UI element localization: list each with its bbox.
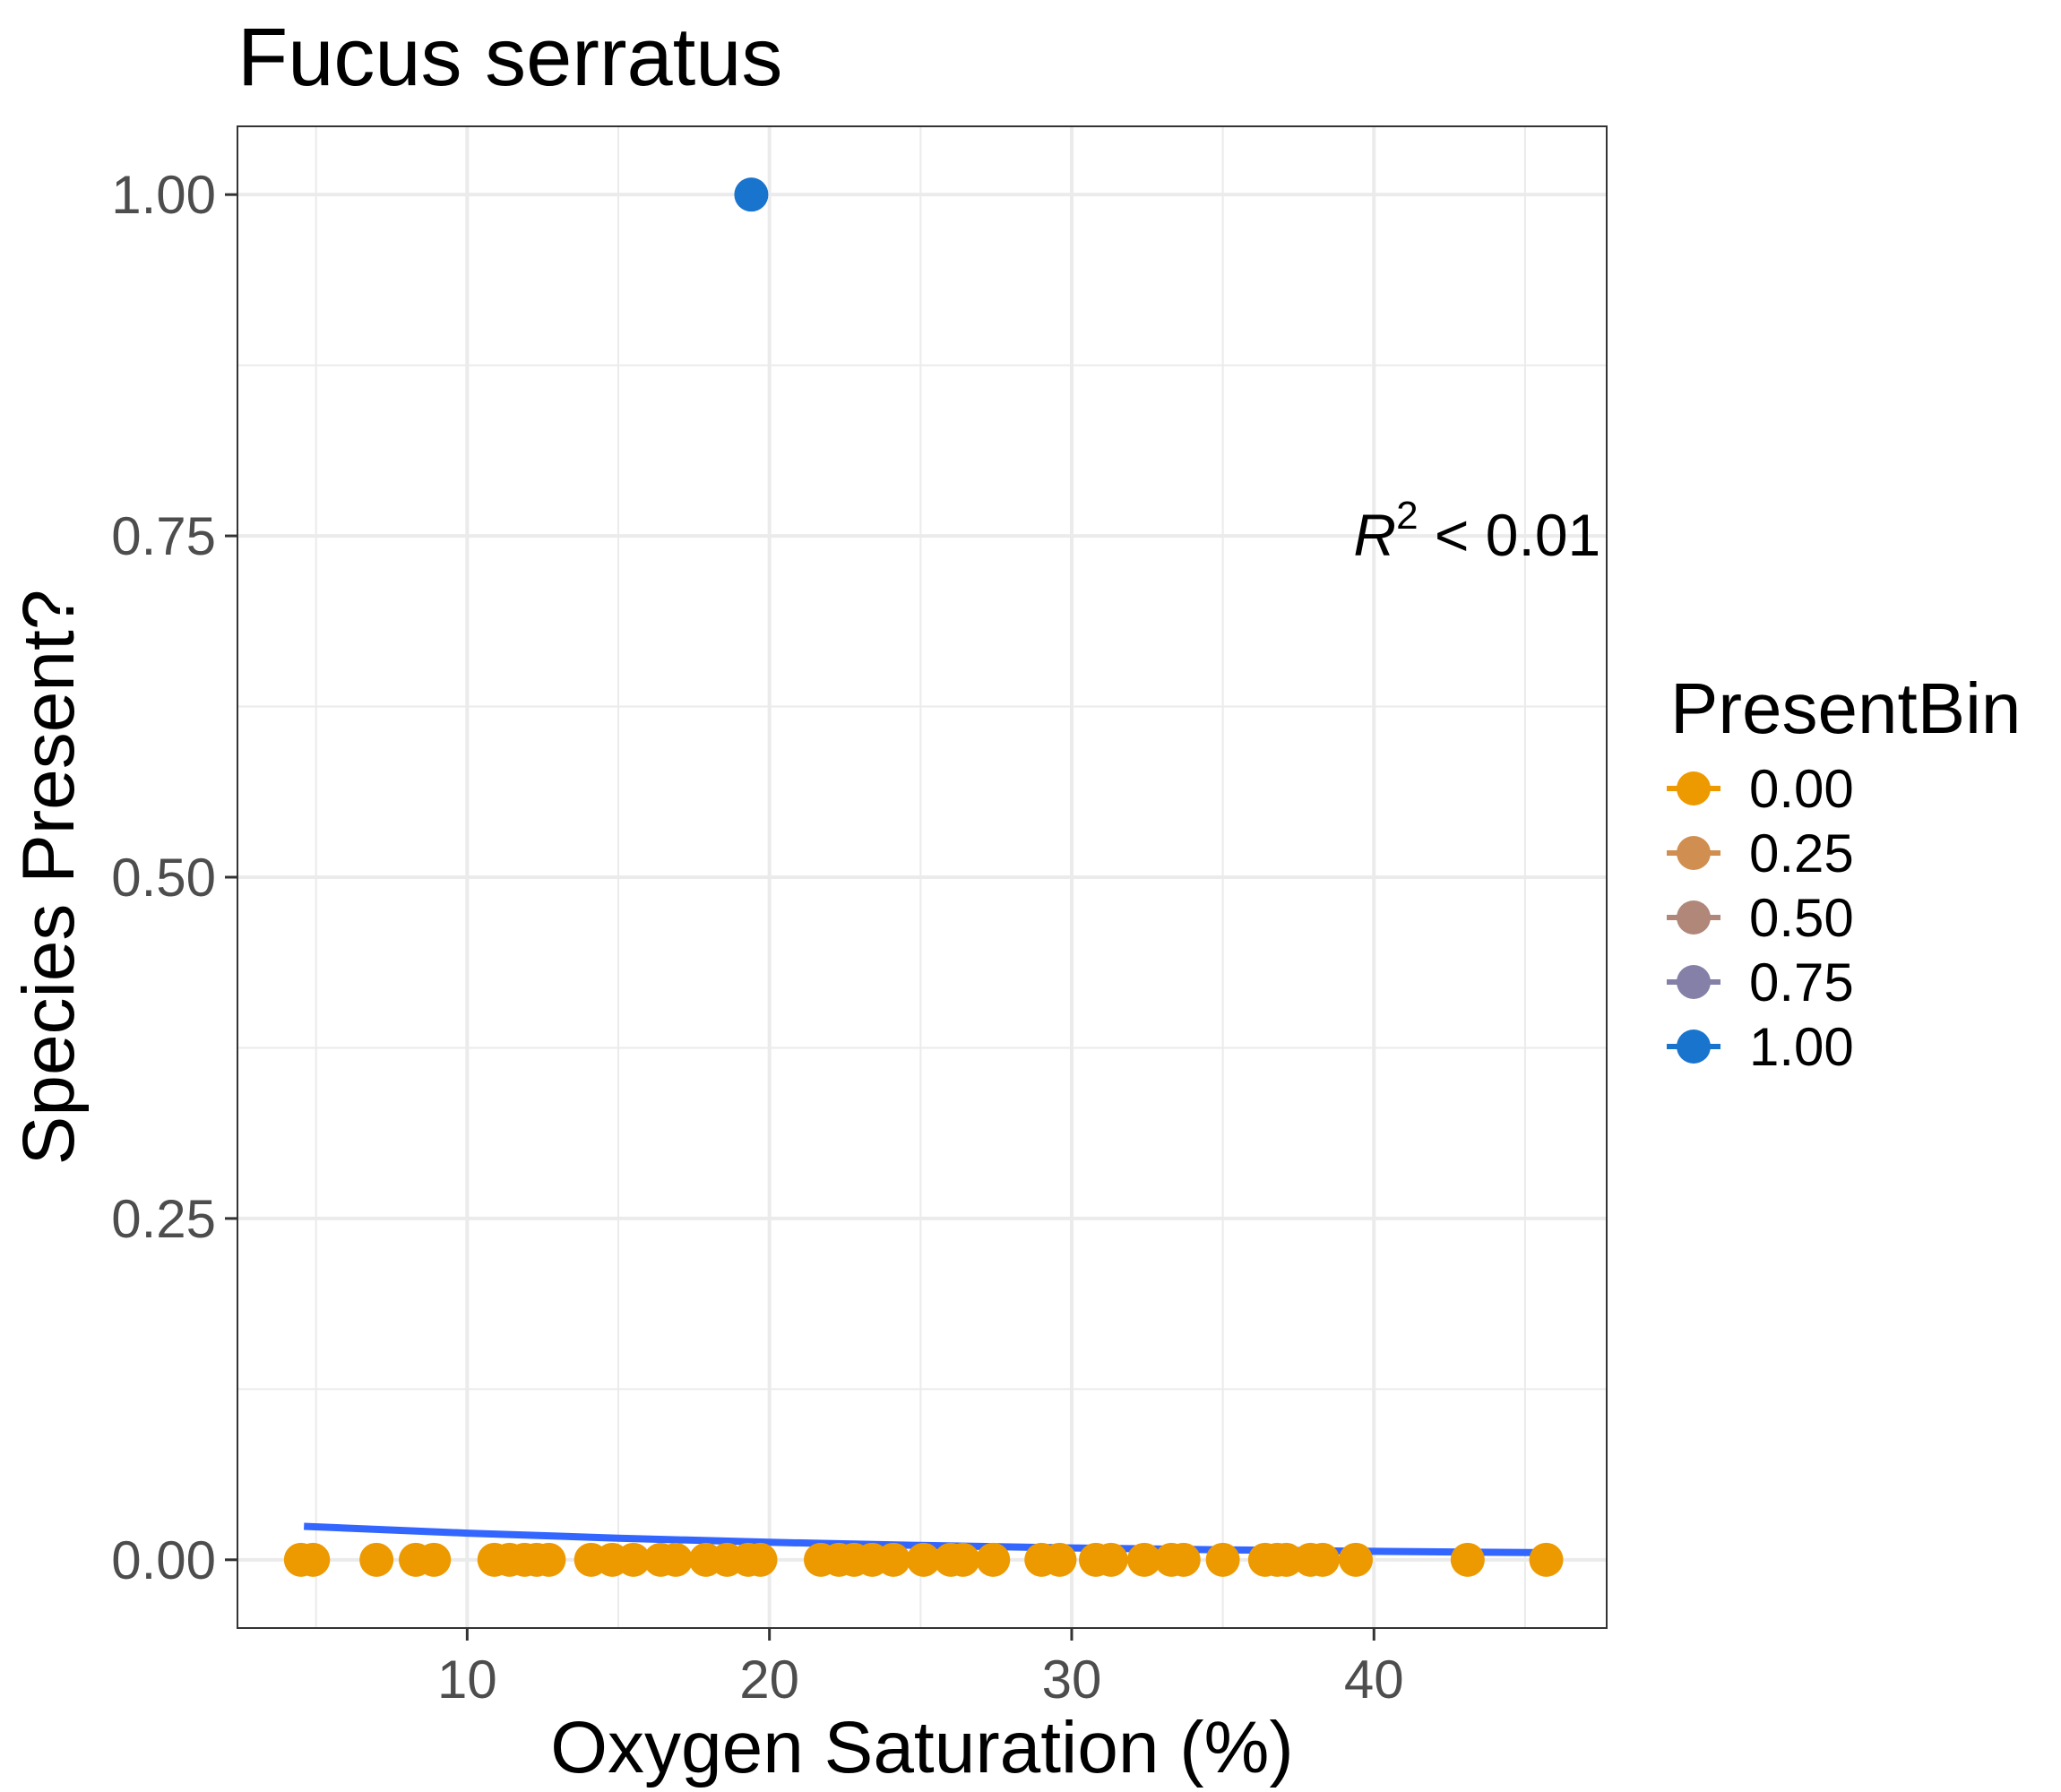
legend-label: 0.00 xyxy=(1749,759,1854,819)
legend-key-point xyxy=(1677,836,1711,870)
data-point xyxy=(1529,1542,1564,1577)
y-axis-label: Species Present? xyxy=(8,590,90,1166)
data-point xyxy=(1305,1542,1340,1577)
data-point xyxy=(296,1542,331,1577)
legend-label: 0.25 xyxy=(1749,823,1854,883)
data-point xyxy=(875,1542,910,1577)
data-point xyxy=(743,1542,778,1577)
data-point xyxy=(1450,1542,1485,1577)
data-point xyxy=(1126,1542,1161,1577)
data-point xyxy=(531,1542,566,1577)
data-point xyxy=(734,177,769,212)
y-tick-label: 1.00 xyxy=(111,165,216,225)
x-tick-label: 40 xyxy=(1344,1650,1404,1710)
legend-key-point xyxy=(1677,1030,1711,1064)
r-squared-value: < 0.01 xyxy=(1419,502,1601,568)
r-squared-annotation: R2 < 0.01 xyxy=(1353,494,1600,568)
x-tick-label: 20 xyxy=(739,1650,799,1710)
data-point xyxy=(1042,1542,1077,1577)
x-axis-label: Oxygen Saturation (%) xyxy=(550,1707,1294,1788)
legend-key-point xyxy=(1677,900,1711,935)
data-point xyxy=(659,1542,694,1577)
y-tick-label: 0.25 xyxy=(111,1189,216,1249)
x-tick-label: 30 xyxy=(1042,1650,1102,1710)
legend-key-point xyxy=(1677,965,1711,999)
data-point xyxy=(976,1542,1011,1577)
chart-title: Fucus serratus xyxy=(237,12,782,103)
data-point xyxy=(1205,1542,1240,1577)
x-axis: 10 20 30 40 xyxy=(437,1628,1404,1710)
legend-label: 1.00 xyxy=(1749,1017,1854,1077)
data-point xyxy=(906,1542,941,1577)
y-axis: 0.00 0.25 0.50 0.75 1.00 xyxy=(111,165,237,1590)
legend-label: 0.75 xyxy=(1749,952,1854,1012)
legend-key-point xyxy=(1677,771,1711,806)
y-tick-label: 0.00 xyxy=(111,1530,216,1590)
legend: PresentBin 0.000.250.500.751.00 xyxy=(1667,668,2021,1077)
data-point xyxy=(945,1542,980,1577)
data-point xyxy=(417,1542,452,1577)
legend-label: 0.50 xyxy=(1749,888,1854,948)
legend-title: PresentBin xyxy=(1670,668,2021,748)
r-squared-exponent: 2 xyxy=(1396,494,1418,538)
data-point xyxy=(1166,1542,1201,1577)
data-point xyxy=(1093,1542,1128,1577)
y-tick-label: 0.50 xyxy=(111,848,216,908)
y-tick-label: 0.75 xyxy=(111,506,216,566)
data-point xyxy=(1269,1542,1304,1577)
data-point xyxy=(616,1542,651,1577)
x-tick-label: 10 xyxy=(437,1650,497,1710)
points-layer xyxy=(283,177,1564,1577)
data-point xyxy=(1339,1542,1374,1577)
data-point xyxy=(359,1542,394,1577)
r-squared-symbol: R xyxy=(1353,502,1396,568)
